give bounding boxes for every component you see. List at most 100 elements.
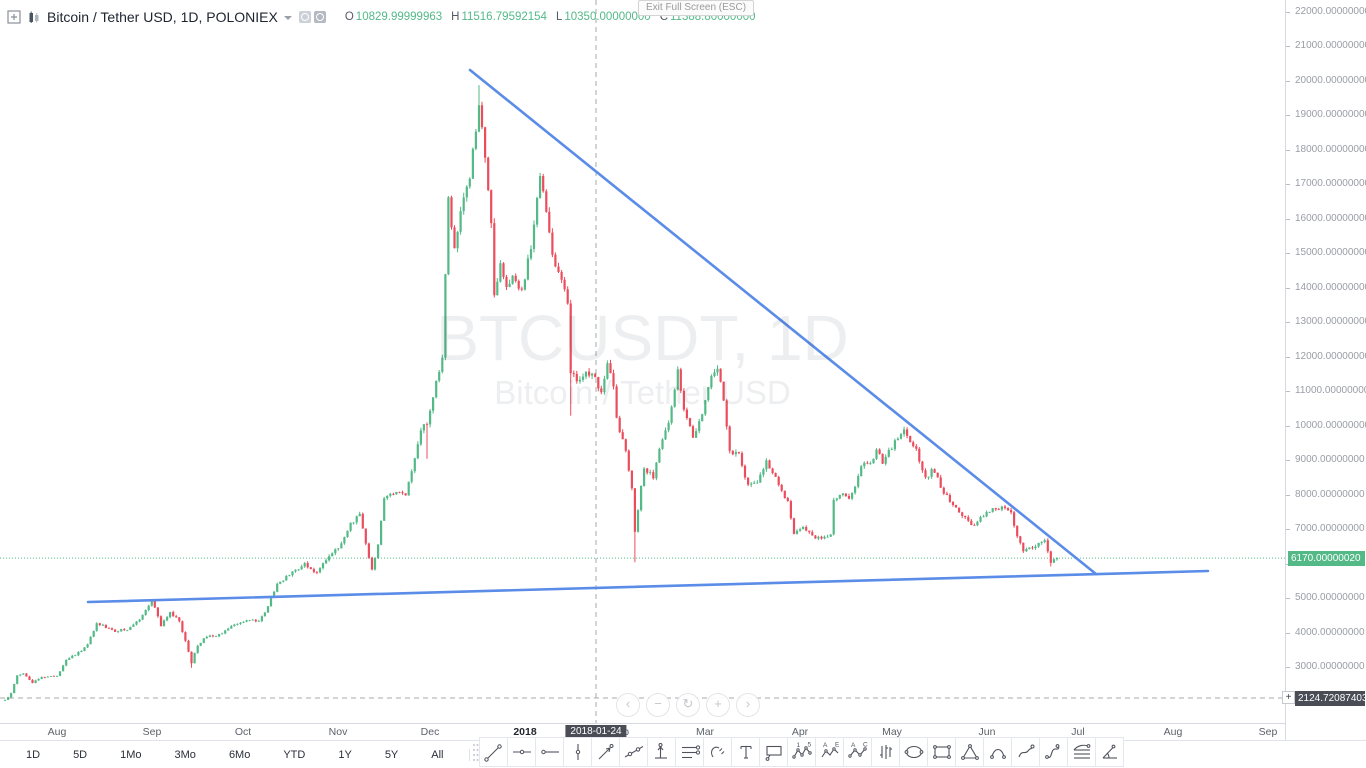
time-axis-label: Sep xyxy=(1258,726,1278,738)
price-axis-label: 8000.00000000 xyxy=(1295,488,1365,500)
drag-handle-icon[interactable] xyxy=(471,737,480,767)
price-axis-label: 18000.00000000 xyxy=(1295,143,1366,155)
price-axis-label: 16000.00000000 xyxy=(1295,212,1366,224)
bezier-icon[interactable] xyxy=(1039,737,1068,767)
chart-style-icon[interactable] xyxy=(28,11,41,24)
symbol-dropdown-caret[interactable] xyxy=(283,16,292,20)
price-axis-label: 11000.00000000 xyxy=(1295,385,1366,396)
time-axis-label: Nov xyxy=(328,726,348,738)
close-label: C xyxy=(659,11,669,23)
time-axis-label: Dec xyxy=(420,726,440,738)
time-axis-label: May xyxy=(882,726,902,738)
price-axis-tick xyxy=(1286,218,1290,220)
timeframe-5d-button[interactable]: 5D xyxy=(73,748,88,761)
timeframe-5y-button[interactable]: 5Y xyxy=(384,748,399,761)
price-axis-tick xyxy=(1286,115,1290,116)
price-axis-label: 14000.00000000 xyxy=(1295,281,1366,293)
extended-line-icon[interactable] xyxy=(619,737,648,767)
timeframe-1y-button[interactable]: 1Y xyxy=(338,748,352,761)
timeframe-1d-button[interactable]: 1D xyxy=(26,748,41,761)
vertical-line-icon[interactable] xyxy=(563,737,592,767)
crosshair-price-label: 2124.72087403 xyxy=(1295,690,1366,706)
time-axis-label: Mar xyxy=(695,726,715,738)
price-axis[interactable]: 22000.00000000 21000.00000000 20000.000000… xyxy=(1282,0,1366,740)
zoom-out-button[interactable]: − xyxy=(646,693,670,717)
parallel-channel-icon[interactable] xyxy=(675,737,704,767)
chart-pane[interactable]: BTCUSDT, 1D Bitcoin / Tether USD Bitcoin… xyxy=(0,0,1285,723)
price-axis-label: 21000.00000000 xyxy=(1295,40,1366,51)
trend-line-icon[interactable] xyxy=(479,737,508,767)
text-icon[interactable] xyxy=(731,737,760,767)
price-axis-tick xyxy=(1286,322,1290,323)
svg-text:1: 1 xyxy=(796,742,800,749)
arrow-icon[interactable] xyxy=(591,737,620,767)
add-symbol-icon[interactable] xyxy=(7,10,21,24)
symbol-title[interactable]: Bitcoin / Tether USD, 1D, POLONIEX xyxy=(47,9,278,25)
timeframe-3mo-button[interactable]: 3Mo xyxy=(174,748,196,761)
price-axis-label: 17000.00000000 xyxy=(1295,178,1366,189)
price-axis-tick xyxy=(1286,632,1290,634)
time-axis-label: Aug xyxy=(1163,726,1183,738)
time-axis-label: Jun xyxy=(978,726,996,738)
time-axis[interactable]: 2018-01-24 AugSepOctNovDec2018FebMarAprM… xyxy=(0,723,1285,741)
price-axis-tick xyxy=(1286,667,1290,668)
up-candle-wicks xyxy=(4,85,1058,701)
triangle-icon[interactable] xyxy=(955,737,984,767)
symbol-marker-icon[interactable] xyxy=(298,11,311,23)
open-value: 10829.99999963 xyxy=(355,11,443,23)
low-label: L xyxy=(555,11,563,23)
price-axis-tick xyxy=(1286,425,1290,427)
timeframe-ytd-button[interactable]: YTD xyxy=(283,748,306,761)
price-axis-label: 3000.00000000 xyxy=(1295,661,1365,672)
timeframe-1mo-button[interactable]: 1Mo xyxy=(120,748,142,761)
brush-icon[interactable] xyxy=(703,737,732,767)
symbol-settings-icon[interactable] xyxy=(313,11,326,23)
up-candle-bodies xyxy=(3,105,1059,701)
price-axis-tick xyxy=(1286,287,1290,289)
scroll-left-button[interactable]: ‹ xyxy=(616,693,640,717)
ellipse-icon[interactable] xyxy=(899,737,928,767)
timeframe-row: 1D5D1Mo3Mo6MoYTD1Y5YAllGo to... xyxy=(26,741,526,768)
price-axis-label: 13000.00000000 xyxy=(1295,316,1366,327)
svg-text:A: A xyxy=(851,742,856,749)
callout-icon[interactable] xyxy=(759,737,788,767)
price-axis-tick xyxy=(1286,494,1290,496)
price-axis-label: 19000.00000000 xyxy=(1295,109,1366,120)
time-axis-label: Jul xyxy=(1071,726,1085,738)
price-axis-tick xyxy=(1286,529,1290,530)
horizontal-line-icon[interactable] xyxy=(507,737,536,767)
time-axis-label: Apr xyxy=(791,726,809,738)
svg-text:A: A xyxy=(823,742,828,749)
ascending-support-trendline[interactable] xyxy=(86,569,1210,604)
arc-icon[interactable] xyxy=(983,737,1012,767)
angle-icon[interactable] xyxy=(1095,737,1124,767)
candlestick-chart[interactable] xyxy=(0,0,1285,723)
timeframe-all-button[interactable]: All xyxy=(431,748,444,761)
scroll-right-button[interactable]: › xyxy=(736,693,760,717)
price-axis-tick xyxy=(1286,598,1290,599)
price-axis-tick xyxy=(1286,253,1290,254)
rectangle-icon[interactable] xyxy=(927,737,956,767)
timeframe-6mo-button[interactable]: 6Mo xyxy=(228,748,251,761)
price-axis-label: 12000.00000000 xyxy=(1295,350,1366,362)
price-axis-label: 5000.00000000 xyxy=(1295,592,1365,603)
chart-navigation: ‹ − ↻ + › xyxy=(616,693,760,717)
price-axis-label: 4000.00000000 xyxy=(1295,626,1365,638)
arrow-mark-up-icon[interactable] xyxy=(647,737,676,767)
fib-channel-icon[interactable] xyxy=(1067,737,1096,767)
add-alert-plus-button[interactable]: + xyxy=(1282,691,1295,704)
price-axis-label: 22000.00000000 xyxy=(1295,5,1366,17)
horizontal-ray-icon[interactable] xyxy=(535,737,564,767)
zoom-in-button[interactable]: + xyxy=(706,693,730,717)
reset-chart-button[interactable]: ↻ xyxy=(676,693,700,717)
curve-icon[interactable] xyxy=(1011,737,1040,767)
price-axis-tick xyxy=(1286,149,1290,151)
descending-resistance-trendline[interactable] xyxy=(468,68,1098,576)
bars-pattern-icon[interactable] xyxy=(871,737,900,767)
price-axis-tick xyxy=(1286,356,1290,358)
